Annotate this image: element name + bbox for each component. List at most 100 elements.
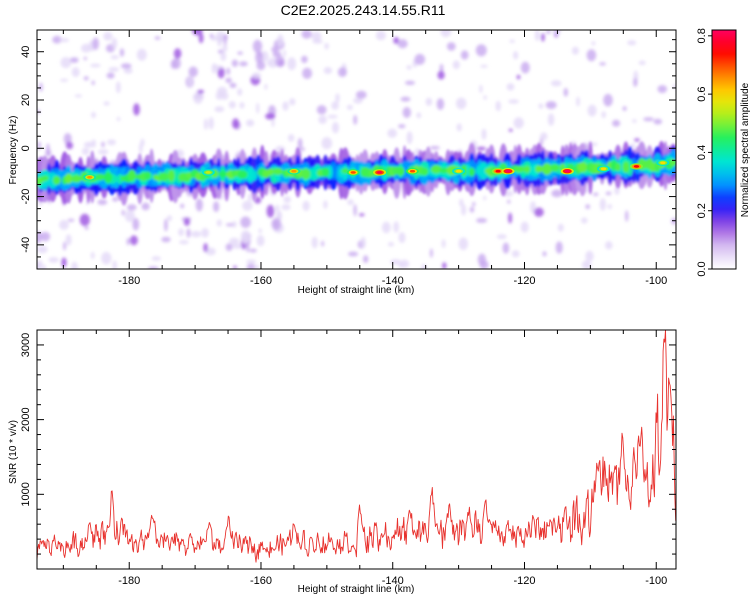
- hotspot-core: [291, 169, 297, 173]
- noise-speckle: [283, 196, 292, 203]
- noise-speckle: [246, 241, 250, 253]
- noise-speckle: [81, 147, 90, 155]
- noise-speckle: [441, 239, 446, 249]
- ridge-segment: [95, 173, 106, 181]
- noise-speckle: [123, 67, 133, 74]
- noise-speckle: [197, 89, 204, 94]
- hotspot-core: [564, 169, 570, 173]
- snr-y-label: SNR (10 * v/v): [8, 420, 19, 484]
- noise-speckle: [479, 84, 483, 94]
- snr-plot-area: [37, 330, 676, 569]
- noise-speckle: [496, 234, 507, 240]
- noise-speckle: [216, 219, 222, 227]
- noise-speckle: [246, 263, 256, 269]
- noise-speckle: [402, 107, 411, 118]
- noise-speckle: [502, 242, 510, 254]
- noise-speckle: [91, 80, 95, 86]
- ridge-segment: [301, 168, 311, 180]
- noise-speckle: [242, 200, 253, 211]
- noise-speckle: [541, 33, 545, 42]
- noise-speckle: [229, 237, 240, 245]
- noise-speckle: [321, 240, 325, 247]
- noise-speckle: [231, 221, 237, 228]
- noise-speckle: [226, 67, 231, 76]
- noise-speckle: [461, 204, 467, 216]
- noise-speckle: [390, 259, 401, 265]
- noise-speckle: [220, 51, 227, 61]
- noise-speckle: [59, 219, 69, 230]
- noise-speckle: [375, 30, 386, 41]
- noise-speckle: [469, 206, 475, 213]
- noise-speckle: [538, 103, 544, 109]
- snr-panel: -180 -160 -140 -120 -100 1000 2000 3000 Height…: [8, 329, 677, 595]
- noise-speckle: [183, 218, 190, 226]
- noise-speckle: [275, 204, 280, 212]
- noise-speckle: [98, 149, 109, 155]
- noise-speckle: [201, 228, 209, 238]
- noise-speckle: [101, 141, 105, 148]
- noise-speckle: [585, 204, 591, 210]
- noise-speckle: [60, 57, 72, 69]
- noise-speckle: [237, 88, 243, 96]
- snr-x-tick-label: -140: [382, 575, 404, 587]
- ridge-segment: [52, 175, 61, 185]
- noise-speckle: [632, 119, 637, 123]
- noise-speckle: [37, 259, 43, 269]
- noise-speckle: [124, 210, 135, 222]
- spectrogram-y-ticks: -40 -20 0 20 40: [20, 39, 676, 270]
- noise-speckle: [225, 243, 233, 251]
- spectrogram-x-tick-label: -140: [382, 275, 404, 287]
- noise-speckle: [603, 93, 613, 107]
- ridge-segment: [535, 165, 543, 173]
- noise-speckle: [231, 243, 243, 249]
- noise-speckle: [106, 72, 115, 79]
- noise-speckle: [282, 101, 289, 111]
- noise-speckle: [301, 55, 308, 64]
- noise-speckle: [126, 237, 130, 246]
- colorbar-tick-label: 0.6: [696, 86, 708, 101]
- noise-speckle: [225, 223, 234, 227]
- ridge-segment: [237, 170, 248, 179]
- colorbar-tick-label: 0.0: [696, 261, 708, 276]
- colorbar-label: Normalized spectral amplitude: [740, 82, 750, 217]
- noise-speckle: [581, 260, 592, 269]
- noise-speckle: [115, 81, 121, 94]
- ridge-segment: [577, 162, 588, 173]
- noise-speckle: [332, 121, 339, 134]
- noise-speckle: [607, 204, 612, 210]
- noise-speckle: [101, 251, 112, 265]
- noise-speckle: [92, 37, 99, 50]
- noise-speckle: [48, 257, 59, 263]
- noise-speckle: [154, 36, 161, 40]
- spectrogram-y-tick-label: -40: [20, 237, 32, 253]
- noise-speckle: [111, 37, 118, 50]
- spectrogram-y-tick-label: -20: [20, 189, 32, 205]
- noise-speckle: [63, 241, 67, 251]
- noise-speckle: [112, 260, 117, 269]
- snr-y-tick-label: 3000: [20, 333, 32, 357]
- noise-speckle: [393, 221, 400, 233]
- ridge-segment: [513, 165, 525, 173]
- noise-speckle: [126, 204, 137, 211]
- ridge-segment: [396, 166, 405, 176]
- noise-speckle: [404, 80, 416, 85]
- noise-speckle: [266, 204, 275, 218]
- noise-speckle: [233, 265, 237, 269]
- noise-speckle: [587, 104, 597, 117]
- noise-speckle: [622, 106, 627, 111]
- noise-speckle: [170, 59, 177, 69]
- noise-speckle: [132, 218, 140, 231]
- noise-speckle: [318, 115, 327, 124]
- hotspot-core: [505, 169, 511, 173]
- noise-speckle: [359, 213, 365, 217]
- noise-speckle: [483, 195, 487, 201]
- noise-speckle: [612, 119, 621, 127]
- noise-speckle: [180, 203, 185, 209]
- noise-speckle: [84, 226, 89, 230]
- noise-speckle: [563, 87, 569, 97]
- noise-speckle: [576, 96, 580, 107]
- spectrogram-x-tick-label: -160: [250, 275, 272, 287]
- noise-speckle: [446, 42, 456, 51]
- noise-speckle: [452, 60, 460, 70]
- noise-speckle: [456, 123, 462, 132]
